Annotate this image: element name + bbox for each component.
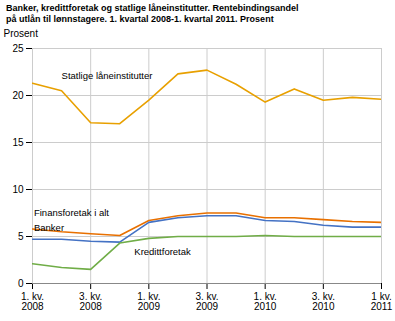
svg-text:5: 5 [18,230,24,241]
svg-text:25: 25 [12,42,24,53]
svg-text:1 kv.2011: 1 kv.2011 [371,290,393,311]
svg-text:10: 10 [12,183,24,194]
svg-text:1. kv.2010: 1. kv.2010 [254,290,277,311]
svg-text:Finansforetak i alt: Finansforetak i alt [34,207,109,218]
html-text:Banker, kredittforetak og stat: Banker, kredittforetak og statlige lånei… [6,3,299,25]
svg-text:1. kv.2008: 1. kv.2008 [21,290,44,311]
svg-text:Kredittforetak: Kredittforetak [134,246,191,257]
svg-text:0: 0 [18,277,24,288]
svg-text:3. kv.2008: 3. kv.2008 [79,290,102,311]
svg-text:3. kv.2009: 3. kv.2009 [195,290,218,311]
svg-text:20: 20 [12,89,24,100]
svg-text:15: 15 [12,136,24,147]
svg-text:Statlige låneinstitutter: Statlige låneinstitutter [62,69,153,80]
svg-text:3. kv.2010: 3. kv.2010 [312,290,335,311]
svg-text:Prosent: Prosent [4,27,39,38]
svg-text:Banker: Banker [34,221,64,232]
svg-text:1. kv.2009: 1. kv.2009 [137,290,160,311]
